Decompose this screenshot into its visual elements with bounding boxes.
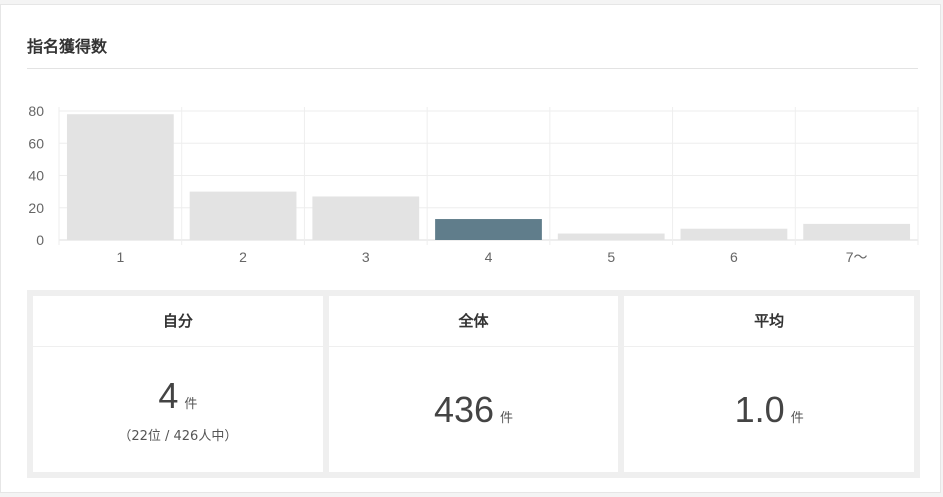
bar — [189, 191, 297, 240]
stats-panel: 自分 4 件 （22位 / 426人中） 全体 436 件 平均 — [27, 290, 920, 478]
x-tick-label: 2 — [239, 249, 247, 265]
stat-self-unit: 件 — [184, 397, 198, 412]
x-tick-label: 3 — [362, 249, 370, 265]
y-tick-label: 0 — [36, 232, 44, 248]
y-tick-label: 20 — [28, 200, 44, 216]
stat-total-unit: 件 — [500, 410, 514, 426]
bar — [312, 196, 420, 240]
y-tick-label: 80 — [28, 103, 44, 119]
stat-total-label: 全体 — [328, 296, 619, 347]
card-title: 指名獲得数 — [27, 37, 108, 56]
bar-highlighted — [435, 219, 542, 240]
stat-average-unit: 件 — [790, 410, 804, 426]
stat-total: 全体 436 件 — [328, 296, 619, 472]
x-tick-label: 1 — [116, 249, 124, 265]
x-tick-label: 6 — [730, 249, 738, 265]
title-divider — [27, 68, 918, 69]
x-tick-label: 5 — [607, 249, 615, 265]
bar — [66, 114, 174, 240]
stat-self-label: 自分 — [33, 296, 323, 347]
stat-self-rank: （22位 / 426人中） — [118, 429, 238, 444]
nomination-bar-chart: 0 20 40 60 80 1 2 3 4 5 6 7〜 — [28, 103, 919, 265]
x-tick-label: 4 — [485, 249, 493, 265]
stat-self: 自分 4 件 （22位 / 426人中） — [33, 296, 323, 472]
y-tick-label: 40 — [28, 168, 44, 184]
stat-average-value: 1.0 — [734, 388, 785, 430]
bar — [803, 223, 911, 240]
stat-self-value: 4 — [158, 375, 179, 416]
stat-total-value: 436 — [433, 388, 495, 430]
stat-average-label: 平均 — [624, 296, 915, 347]
bar — [557, 233, 665, 240]
stat-average: 平均 1.0 件 — [624, 296, 915, 472]
nomination-card: 指名獲得数 0 20 40 60 80 1 2 3 4 5 6 7〜 自分 4 件 （22位 / 42… — [0, 4, 941, 493]
bar — [680, 228, 788, 240]
x-tick-label: 7〜 — [846, 249, 868, 265]
y-tick-label: 60 — [28, 135, 44, 151]
